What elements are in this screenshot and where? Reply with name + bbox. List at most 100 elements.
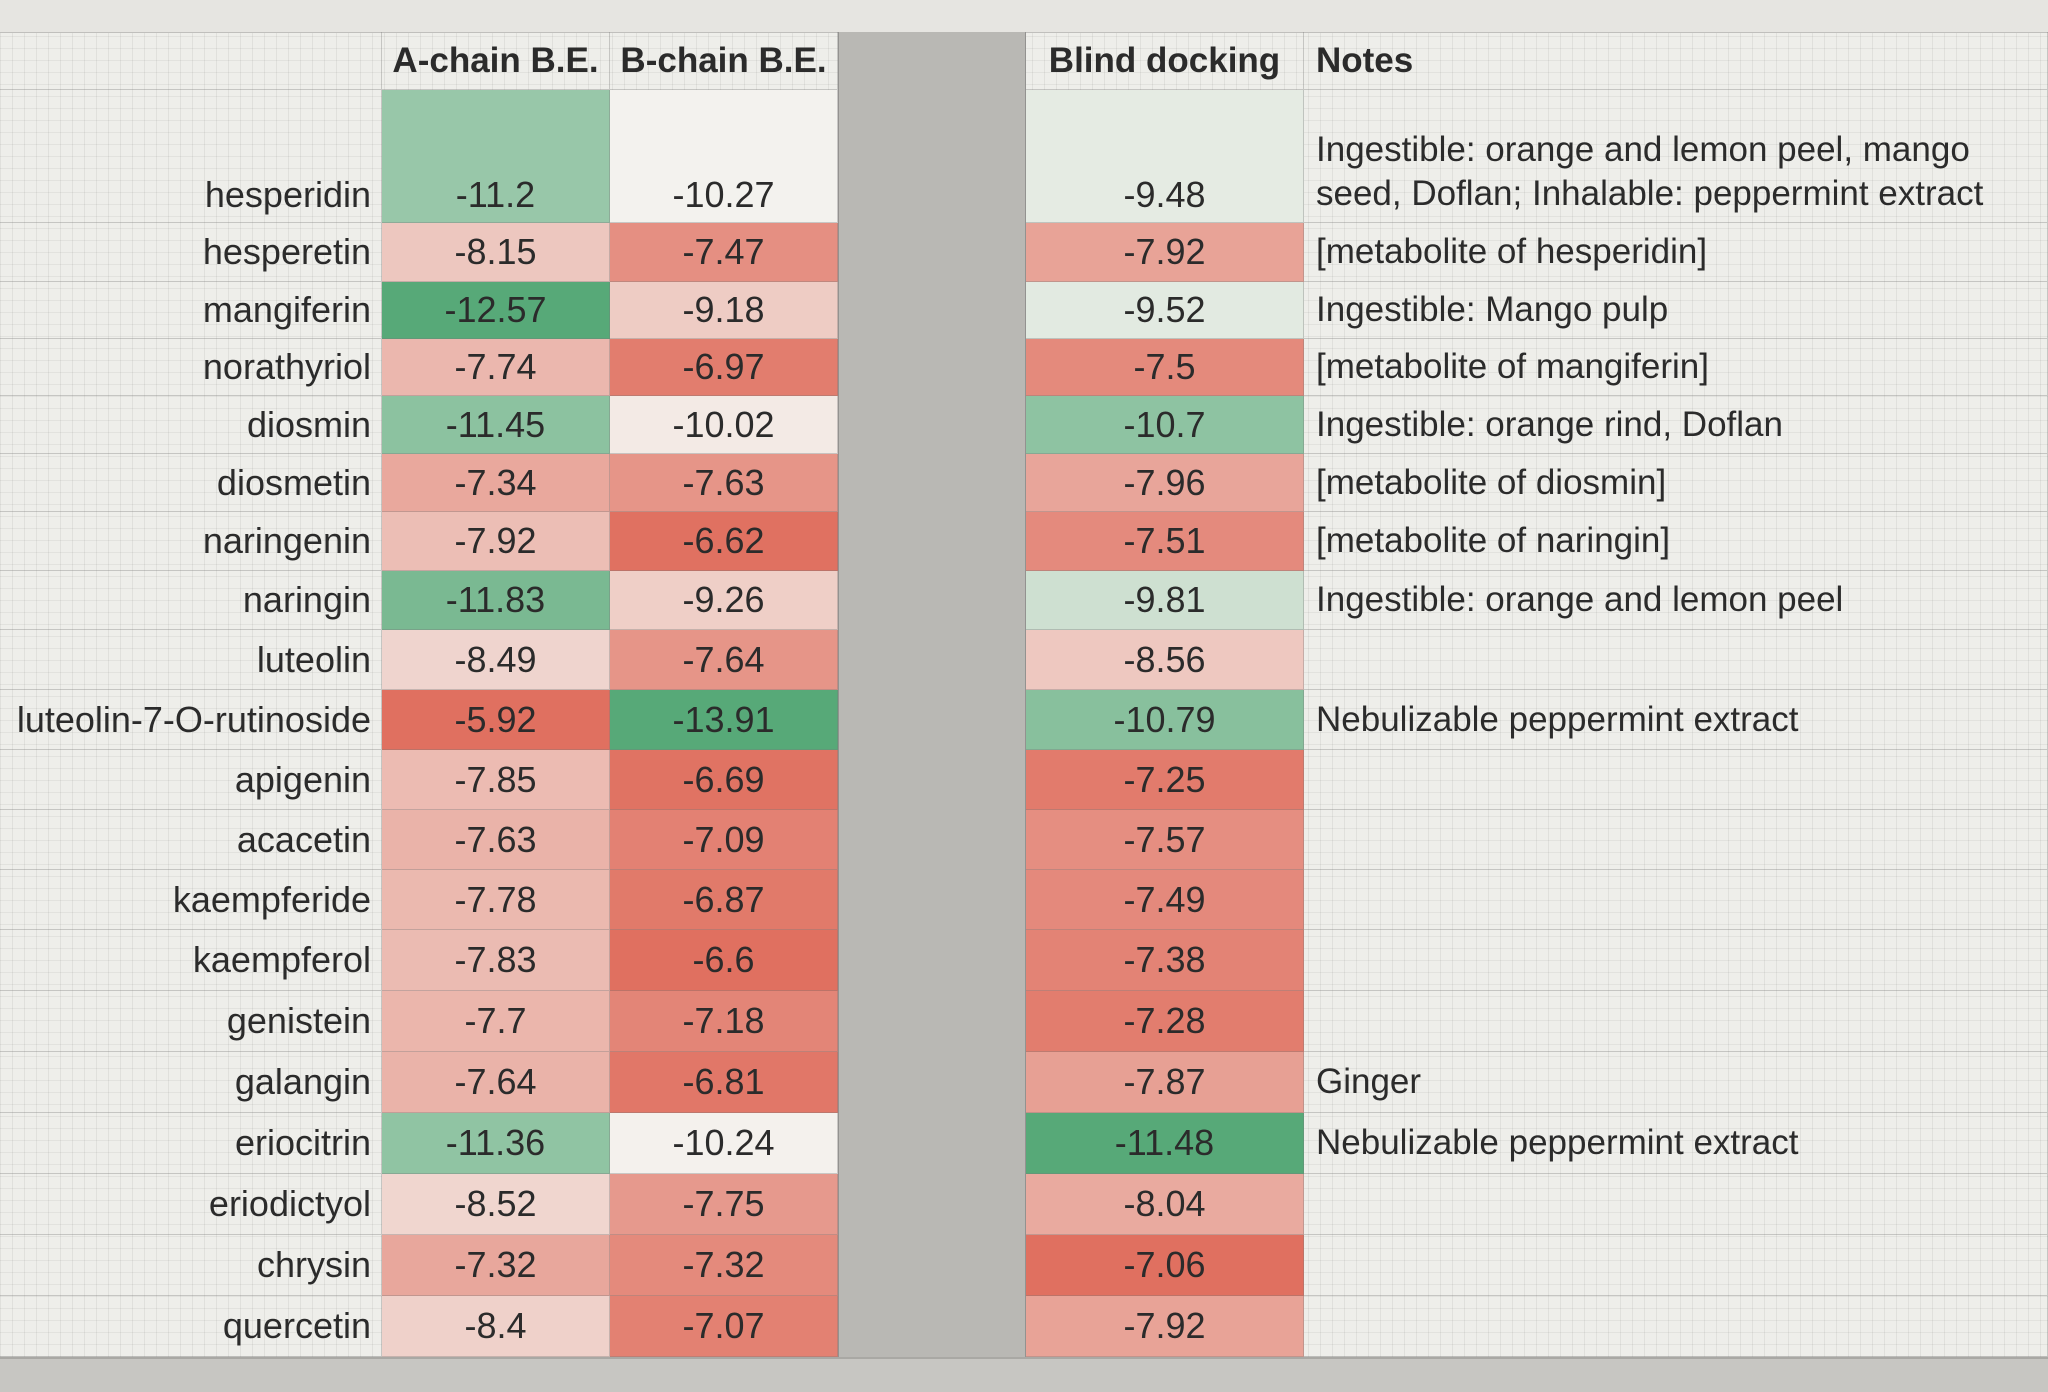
b-chain-value-cell[interactable]: -10.24 bbox=[610, 1113, 838, 1174]
notes-cell[interactable] bbox=[1304, 1174, 2048, 1235]
b-chain-value-cell[interactable]: -13.91 bbox=[610, 690, 838, 750]
compound-name-cell[interactable]: galangin bbox=[0, 1052, 382, 1113]
notes-cell[interactable]: Ingestible: orange and lemon peel bbox=[1304, 571, 2048, 630]
notes-cell[interactable]: Ginger bbox=[1304, 1052, 2048, 1113]
header-a-chain[interactable]: A-chain B.E. bbox=[382, 32, 610, 90]
compound-name-cell[interactable]: hesperidin bbox=[0, 90, 382, 223]
a-chain-value-cell[interactable]: -7.74 bbox=[382, 339, 610, 396]
b-chain-value-cell[interactable]: -6.6 bbox=[610, 930, 838, 991]
a-chain-value-cell[interactable]: -7.78 bbox=[382, 870, 610, 930]
a-chain-value-cell[interactable]: -11.83 bbox=[382, 571, 610, 630]
blind-docking-value-cell[interactable]: -7.5 bbox=[1026, 339, 1304, 396]
header-blind-docking[interactable]: Blind docking bbox=[1026, 32, 1304, 90]
a-chain-value-cell[interactable]: -7.32 bbox=[382, 1235, 610, 1296]
notes-cell[interactable]: [metabolite of mangiferin] bbox=[1304, 339, 2048, 396]
a-chain-value-cell[interactable]: -7.34 bbox=[382, 454, 610, 512]
blind-docking-value-cell[interactable]: -10.79 bbox=[1026, 690, 1304, 750]
compound-name-cell[interactable]: luteolin-7-O-rutinoside bbox=[0, 690, 382, 750]
a-chain-value-cell[interactable]: -5.92 bbox=[382, 690, 610, 750]
a-chain-value-cell[interactable]: -11.2 bbox=[382, 90, 610, 223]
blind-docking-value-cell[interactable]: -7.96 bbox=[1026, 454, 1304, 512]
blind-docking-value-cell[interactable]: -7.49 bbox=[1026, 870, 1304, 930]
b-chain-value-cell[interactable]: -6.97 bbox=[610, 339, 838, 396]
b-chain-value-cell[interactable]: -7.64 bbox=[610, 630, 838, 690]
blind-docking-value-cell[interactable]: -10.7 bbox=[1026, 396, 1304, 454]
compound-name-cell[interactable]: mangiferin bbox=[0, 282, 382, 339]
b-chain-value-cell[interactable]: -7.32 bbox=[610, 1235, 838, 1296]
compound-name-cell[interactable]: chrysin bbox=[0, 1235, 382, 1296]
b-chain-value-cell[interactable]: -7.63 bbox=[610, 454, 838, 512]
compound-name-cell[interactable]: naringenin bbox=[0, 512, 382, 571]
b-chain-value-cell[interactable]: -6.62 bbox=[610, 512, 838, 571]
notes-cell[interactable]: [metabolite of hesperidin] bbox=[1304, 223, 2048, 282]
b-chain-value-cell[interactable]: -10.02 bbox=[610, 396, 838, 454]
notes-cell[interactable] bbox=[1304, 870, 2048, 930]
compound-name-cell[interactable]: acacetin bbox=[0, 810, 382, 870]
header-b-chain[interactable]: B-chain B.E. bbox=[610, 32, 838, 90]
a-chain-value-cell[interactable]: -8.4 bbox=[382, 1296, 610, 1357]
blind-docking-value-cell[interactable]: -7.87 bbox=[1026, 1052, 1304, 1113]
notes-cell[interactable] bbox=[1304, 630, 2048, 690]
notes-cell[interactable] bbox=[1304, 810, 2048, 870]
a-chain-value-cell[interactable]: -8.52 bbox=[382, 1174, 610, 1235]
b-chain-value-cell[interactable]: -7.18 bbox=[610, 991, 838, 1052]
b-chain-value-cell[interactable]: -9.18 bbox=[610, 282, 838, 339]
b-chain-value-cell[interactable]: -7.75 bbox=[610, 1174, 838, 1235]
blind-docking-value-cell[interactable]: -7.92 bbox=[1026, 1296, 1304, 1357]
b-chain-value-cell[interactable]: -7.09 bbox=[610, 810, 838, 870]
compound-name-cell[interactable]: kaempferide bbox=[0, 870, 382, 930]
notes-cell[interactable] bbox=[1304, 750, 2048, 810]
blind-docking-value-cell[interactable]: -7.38 bbox=[1026, 930, 1304, 991]
blind-docking-value-cell[interactable]: -7.25 bbox=[1026, 750, 1304, 810]
header-notes[interactable]: Notes bbox=[1304, 32, 2048, 90]
b-chain-value-cell[interactable]: -7.07 bbox=[610, 1296, 838, 1357]
notes-cell[interactable] bbox=[1304, 991, 2048, 1052]
a-chain-value-cell[interactable]: -7.92 bbox=[382, 512, 610, 571]
b-chain-value-cell[interactable]: -6.69 bbox=[610, 750, 838, 810]
blind-docking-value-cell[interactable]: -8.56 bbox=[1026, 630, 1304, 690]
blind-docking-value-cell[interactable]: -9.52 bbox=[1026, 282, 1304, 339]
notes-cell[interactable]: [metabolite of diosmin] bbox=[1304, 454, 2048, 512]
a-chain-value-cell[interactable]: -7.63 bbox=[382, 810, 610, 870]
a-chain-value-cell[interactable]: -8.15 bbox=[382, 223, 610, 282]
compound-name-cell[interactable]: kaempferol bbox=[0, 930, 382, 991]
compound-name-cell[interactable]: hesperetin bbox=[0, 223, 382, 282]
compound-name-cell[interactable]: luteolin bbox=[0, 630, 382, 690]
compound-name-cell[interactable]: apigenin bbox=[0, 750, 382, 810]
notes-cell[interactable]: [metabolite of naringin] bbox=[1304, 512, 2048, 571]
notes-cell[interactable] bbox=[1304, 930, 2048, 991]
notes-cell[interactable]: Nebulizable peppermint extract bbox=[1304, 1113, 2048, 1174]
a-chain-value-cell[interactable]: -8.49 bbox=[382, 630, 610, 690]
compound-name-cell[interactable]: diosmetin bbox=[0, 454, 382, 512]
b-chain-value-cell[interactable]: -10.27 bbox=[610, 90, 838, 223]
compound-name-cell[interactable]: quercetin bbox=[0, 1296, 382, 1357]
blind-docking-value-cell[interactable]: -7.28 bbox=[1026, 991, 1304, 1052]
blind-docking-value-cell[interactable]: -11.48 bbox=[1026, 1113, 1304, 1174]
a-chain-value-cell[interactable]: -7.7 bbox=[382, 991, 610, 1052]
blind-docking-value-cell[interactable]: -9.81 bbox=[1026, 571, 1304, 630]
notes-cell[interactable]: Ingestible: Mango pulp bbox=[1304, 282, 2048, 339]
blind-docking-value-cell[interactable]: -7.06 bbox=[1026, 1235, 1304, 1296]
blind-docking-value-cell[interactable]: -8.04 bbox=[1026, 1174, 1304, 1235]
b-chain-value-cell[interactable]: -6.81 bbox=[610, 1052, 838, 1113]
b-chain-value-cell[interactable]: -9.26 bbox=[610, 571, 838, 630]
a-chain-value-cell[interactable]: -11.36 bbox=[382, 1113, 610, 1174]
notes-cell[interactable] bbox=[1304, 1296, 2048, 1357]
a-chain-value-cell[interactable]: -11.45 bbox=[382, 396, 610, 454]
notes-cell[interactable]: Nebulizable peppermint extract bbox=[1304, 690, 2048, 750]
notes-cell[interactable]: Ingestible: orange and lemon peel, mango… bbox=[1304, 90, 2048, 223]
a-chain-value-cell[interactable]: -7.85 bbox=[382, 750, 610, 810]
empty-grey-column[interactable] bbox=[838, 32, 1026, 1357]
compound-name-cell[interactable]: eriocitrin bbox=[0, 1113, 382, 1174]
a-chain-value-cell[interactable]: -12.57 bbox=[382, 282, 610, 339]
blind-docking-value-cell[interactable]: -7.51 bbox=[1026, 512, 1304, 571]
blind-docking-value-cell[interactable]: -9.48 bbox=[1026, 90, 1304, 223]
compound-name-cell[interactable]: eriodictyol bbox=[0, 1174, 382, 1235]
compound-name-cell[interactable]: norathyriol bbox=[0, 339, 382, 396]
compound-name-cell[interactable]: naringin bbox=[0, 571, 382, 630]
b-chain-value-cell[interactable]: -7.47 bbox=[610, 223, 838, 282]
b-chain-value-cell[interactable]: -6.87 bbox=[610, 870, 838, 930]
notes-cell[interactable] bbox=[1304, 1235, 2048, 1296]
compound-name-cell[interactable]: diosmin bbox=[0, 396, 382, 454]
a-chain-value-cell[interactable]: -7.83 bbox=[382, 930, 610, 991]
